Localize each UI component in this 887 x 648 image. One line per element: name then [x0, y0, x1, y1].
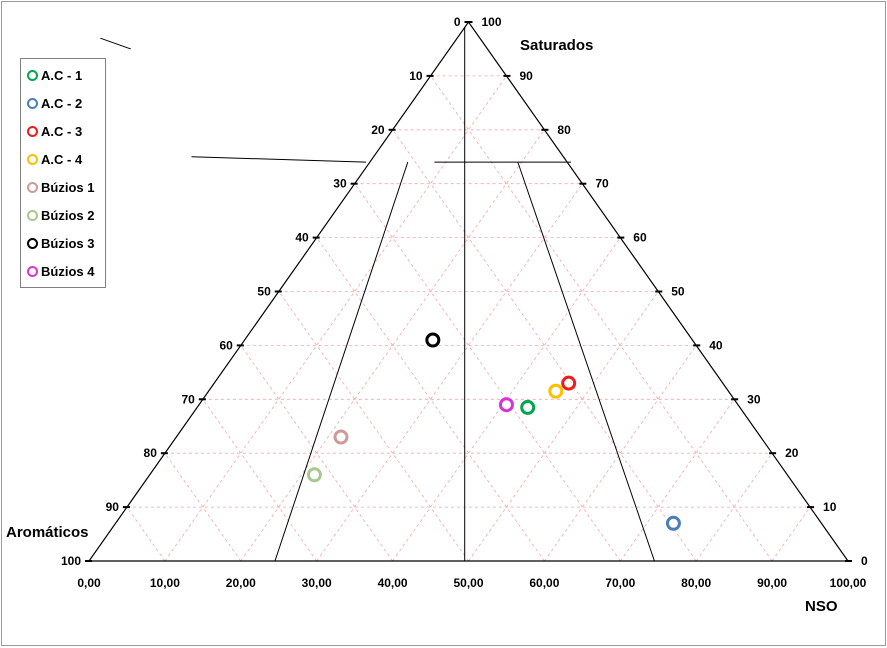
legend-item: Búzios 3 [21, 229, 105, 257]
axis-title-aromaticos: Aromáticos [6, 524, 89, 541]
tick-label-saturados: 30 [747, 392, 761, 406]
axis-title-nso: NSO [805, 598, 838, 615]
legend-item: Búzios 1 [21, 173, 105, 201]
data-point [333, 429, 349, 445]
legend-marker-icon [27, 181, 38, 193]
grid-line [468, 291, 659, 562]
data-point [520, 399, 536, 415]
tick-label-nso: 0,00 [77, 576, 101, 590]
tick-label-aromaticos: 70 [181, 392, 195, 406]
tick-label-aromaticos: 40 [295, 231, 309, 245]
legend-item: A.C - 3 [21, 117, 105, 145]
tick-label-saturados: 10 [823, 500, 837, 514]
tick-label-nso: 100,00 [830, 576, 867, 590]
legend-label: Búzios 4 [41, 263, 95, 279]
legend-marker-icon [27, 209, 38, 221]
region-line [274, 161, 409, 562]
grid-line [240, 129, 545, 562]
legend-label: Búzios 2 [41, 207, 95, 223]
grid-lines [126, 75, 811, 562]
axis-title-saturados: Saturados [520, 37, 593, 54]
legend-marker-icon [27, 69, 38, 81]
tick-label-aromaticos: 30 [333, 177, 347, 191]
tick-label-aromaticos: 60 [219, 338, 233, 352]
tick-label-aromaticos: 0 [454, 15, 461, 29]
tick-label-aromaticos: 10 [409, 69, 423, 83]
tick-label-saturados: 50 [671, 285, 685, 299]
region-line [100, 37, 131, 50]
tick-label-nso: 80,00 [681, 576, 711, 590]
legend-marker-icon [27, 237, 38, 249]
tick-label-saturados: 70 [595, 177, 609, 191]
triangle-outline [87, 20, 850, 562]
legend-marker-icon [27, 97, 38, 109]
tick-label-nso: 90,00 [757, 576, 787, 590]
legend-item: Búzios 4 [21, 257, 105, 285]
data-point [561, 375, 577, 391]
data-point [665, 515, 681, 531]
tick-label-saturados: 80 [557, 123, 571, 137]
region-lines [100, 27, 655, 562]
region-line [191, 156, 367, 163]
tick-label-nso: 50,00 [453, 576, 483, 590]
tick-label-aromaticos: 100 [61, 554, 81, 568]
legend-marker-icon [27, 153, 38, 165]
tick-label-nso: 10,00 [150, 576, 180, 590]
legend-label: A.C - 2 [41, 95, 83, 111]
tick-label-saturados: 100 [482, 15, 502, 29]
legend-item: A.C - 4 [21, 145, 105, 173]
tick-label-aromaticos: 20 [371, 123, 385, 137]
legend-marker-icon [27, 125, 38, 137]
grid-line [126, 506, 166, 562]
data-point [425, 332, 441, 348]
grid-line [392, 129, 697, 562]
tick-label-saturados: 40 [709, 338, 723, 352]
grid-line [619, 399, 735, 562]
grid-line [354, 183, 621, 562]
legend-item: A.C - 1 [21, 61, 105, 89]
legend-label: A.C - 1 [41, 67, 83, 83]
legend-item: A.C - 2 [21, 89, 105, 117]
legend-label: A.C - 4 [41, 151, 83, 167]
grid-line [278, 291, 469, 562]
data-point [498, 397, 514, 413]
region-line [517, 161, 655, 562]
legend-label: Búzios 1 [41, 179, 95, 195]
grid-line [316, 183, 583, 562]
legend-label: A.C - 3 [41, 123, 83, 139]
tick-label-aromaticos: 50 [257, 285, 271, 299]
tick-label-saturados: 90 [519, 69, 533, 83]
legend-label: Búzios 3 [41, 235, 95, 251]
tick-label-saturados: 0 [861, 554, 868, 568]
tick-label-aromaticos: 80 [144, 446, 158, 460]
data-point [548, 383, 564, 399]
legend-item: Búzios 2 [21, 201, 105, 229]
tick-label-nso: 70,00 [605, 576, 635, 590]
grid-line [771, 506, 811, 562]
tick-label-saturados: 20 [785, 446, 799, 460]
tick-label-nso: 30,00 [302, 576, 332, 590]
tick-label-nso: 60,00 [529, 576, 559, 590]
tick-label-saturados: 60 [633, 231, 647, 245]
tick-label-aromaticos: 90 [106, 500, 120, 514]
grid-line [202, 399, 318, 562]
data-point [306, 467, 322, 483]
grid-line [544, 345, 697, 562]
data-points [306, 332, 681, 531]
tick-label-nso: 40,00 [378, 576, 408, 590]
legend-marker-icon [27, 265, 38, 277]
legend: A.C - 1 A.C - 2 A.C - 3 A.C - 4 Búzios 1 Búzi… [20, 58, 106, 288]
grid-line [164, 452, 242, 562]
grid-line [164, 75, 507, 562]
grid-line [430, 75, 773, 562]
grid-line [240, 345, 393, 562]
grid-line [695, 452, 773, 562]
triangle-frame [87, 20, 850, 562]
tick-label-nso: 20,00 [226, 576, 256, 590]
